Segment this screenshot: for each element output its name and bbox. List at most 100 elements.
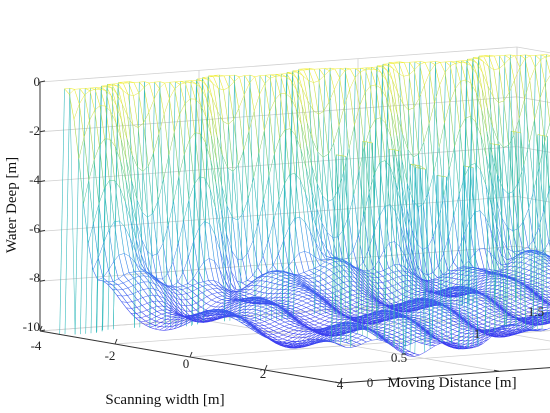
surface-segment bbox=[183, 154, 190, 200]
surface-segment bbox=[547, 277, 550, 280]
surface-segment bbox=[228, 124, 234, 172]
surface-segment bbox=[248, 198, 254, 241]
surface-segment bbox=[139, 81, 145, 88]
surface-segment bbox=[514, 80, 520, 119]
surface-segment bbox=[279, 93, 286, 130]
surface-segment bbox=[422, 249, 428, 276]
surface-segment bbox=[240, 291, 246, 293]
surface-segment bbox=[530, 303, 536, 306]
surface-segment bbox=[541, 288, 547, 292]
surface-segment bbox=[173, 132, 180, 177]
surface-segment bbox=[460, 301, 466, 303]
surface-segment bbox=[438, 147, 445, 196]
surface-segment bbox=[449, 102, 455, 147]
surface-segment bbox=[395, 182, 401, 225]
surface-segment bbox=[194, 184, 200, 228]
surface-segment bbox=[429, 72, 435, 104]
surface-segment bbox=[498, 68, 505, 102]
surface-segment bbox=[538, 273, 544, 276]
surface-segment bbox=[313, 69, 320, 81]
surface-segment bbox=[193, 240, 199, 271]
surface-segment bbox=[302, 88, 308, 124]
surface-segment bbox=[295, 135, 301, 181]
surface-segment bbox=[506, 248, 512, 259]
surface-segment bbox=[360, 67, 366, 70]
surface-segment bbox=[317, 151, 323, 197]
surface-segment bbox=[325, 312, 331, 315]
surface-segment bbox=[236, 259, 243, 283]
surface-segment bbox=[388, 320, 394, 323]
surface-segment bbox=[437, 330, 443, 335]
surface-segment bbox=[418, 284, 424, 289]
surface-segment bbox=[274, 321, 280, 325]
surface-segment bbox=[262, 255, 269, 273]
surface-segment bbox=[264, 321, 270, 325]
surface-segment bbox=[314, 320, 320, 324]
surface-segment bbox=[270, 276, 276, 279]
surface-segment bbox=[451, 337, 457, 340]
surface-segment bbox=[498, 102, 504, 148]
surface-segment bbox=[493, 319, 499, 322]
surface-segment bbox=[539, 306, 545, 308]
surface-segment bbox=[275, 74, 281, 77]
surface-segment bbox=[439, 313, 445, 317]
surface-segment bbox=[270, 282, 276, 284]
surface-segment bbox=[369, 86, 376, 120]
surface-segment bbox=[296, 90, 302, 125]
surface-segment bbox=[453, 321, 459, 325]
surface-segment bbox=[216, 160, 222, 211]
surface-segment bbox=[328, 283, 334, 288]
surface-segment bbox=[522, 280, 528, 283]
surface-segment bbox=[382, 276, 388, 282]
surface-segment bbox=[296, 277, 302, 282]
surface-segment bbox=[433, 315, 440, 319]
surface-segment bbox=[365, 284, 371, 292]
surface-segment bbox=[289, 286, 295, 288]
surface-segment bbox=[286, 73, 292, 82]
surface-segment bbox=[465, 284, 471, 286]
surface-segment bbox=[420, 61, 425, 63]
surface-segment bbox=[304, 251, 310, 271]
surface-segment bbox=[442, 324, 449, 328]
surface-segment bbox=[301, 300, 307, 304]
surface-segment bbox=[138, 92, 144, 124]
surface-segment bbox=[418, 318, 424, 321]
surface-segment bbox=[327, 232, 333, 255]
surface-segment bbox=[229, 75, 235, 82]
surface-segment bbox=[456, 60, 462, 307]
surface-segment bbox=[478, 286, 484, 288]
surface-segment bbox=[226, 234, 232, 272]
surface-segment bbox=[414, 314, 420, 317]
surface-segment bbox=[253, 177, 259, 223]
surface-segment bbox=[480, 300, 486, 304]
surface-segment bbox=[428, 192, 434, 237]
surface-segment bbox=[302, 75, 309, 101]
surface-segment bbox=[345, 67, 351, 70]
surface-segment bbox=[179, 114, 185, 155]
surface-segment bbox=[498, 278, 504, 280]
surface-segment bbox=[502, 188, 508, 228]
surface-segment bbox=[433, 236, 439, 266]
surface-segment bbox=[470, 304, 476, 307]
surface-segment bbox=[413, 317, 419, 320]
surface-segment bbox=[447, 296, 452, 299]
surface-segment bbox=[401, 160, 408, 209]
surface-segment bbox=[342, 288, 348, 293]
surface-segment bbox=[338, 189, 344, 231]
surface-segment bbox=[189, 139, 195, 185]
surface-segment bbox=[234, 74, 240, 78]
surface-segment bbox=[529, 264, 535, 268]
surface-segment bbox=[298, 70, 304, 77]
surface-segment bbox=[174, 88, 180, 115]
surface-segment bbox=[387, 70, 393, 96]
surface-segment bbox=[210, 159, 216, 208]
surface-segment bbox=[187, 283, 193, 286]
surface-segment bbox=[319, 270, 325, 274]
surface-segment bbox=[225, 268, 231, 290]
surface-segment bbox=[169, 298, 175, 306]
surface-segment bbox=[202, 286, 208, 291]
surface-segment bbox=[480, 135, 487, 185]
surface-segment bbox=[298, 288, 304, 291]
surface-segment bbox=[496, 289, 502, 292]
surface-segment bbox=[317, 286, 323, 291]
